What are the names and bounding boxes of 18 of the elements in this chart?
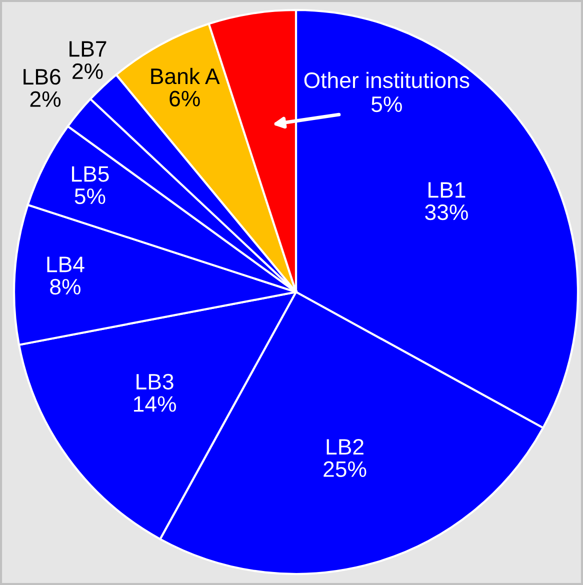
slice-label: LB4 xyxy=(47,256,84,272)
data-label: 5% xyxy=(372,96,402,112)
slice-label: Bank A xyxy=(151,68,220,84)
slice-label: LB6 xyxy=(24,68,60,85)
slice-label: LB5 xyxy=(72,166,109,182)
data-label: 5% xyxy=(74,188,106,204)
data-label: 25% xyxy=(324,461,366,478)
slice-label: LB3 xyxy=(136,374,174,390)
slice-label: LB2 xyxy=(326,438,364,454)
data-label: 6% xyxy=(170,90,200,106)
data-label: 8% xyxy=(50,278,80,295)
slice-label: Other institutions xyxy=(304,72,470,88)
data-label: 2% xyxy=(30,91,61,107)
slice-label: LB1 xyxy=(428,182,466,198)
data-label: 2% xyxy=(72,63,103,80)
data-label: 33% xyxy=(425,204,468,220)
data-label: 14% xyxy=(134,396,176,412)
slice-label: LB7 xyxy=(70,41,106,57)
